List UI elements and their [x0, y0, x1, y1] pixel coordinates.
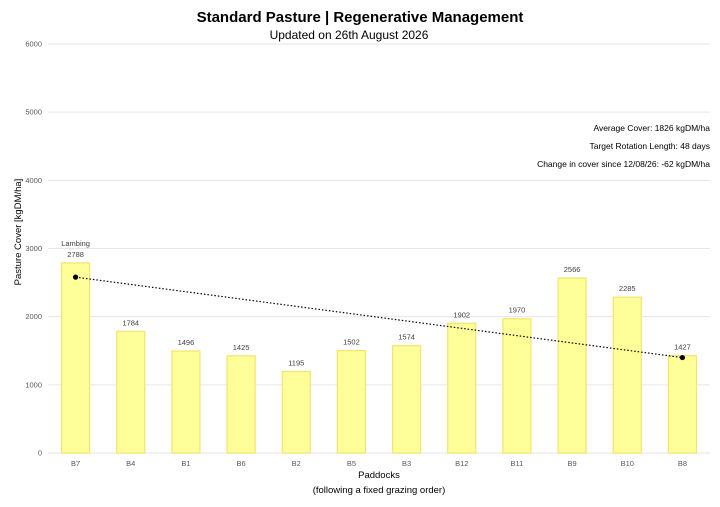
- x-tick-label: B2: [292, 459, 301, 468]
- bar-b6: [226, 355, 256, 454]
- chart-subtitle: Updated on 26th August 2026: [270, 28, 429, 42]
- trendline-end-point: [679, 354, 686, 361]
- y-tick-label: 5000: [25, 108, 42, 117]
- data-label: 1427: [674, 343, 691, 352]
- data-label: 1425: [233, 343, 250, 352]
- x-axis-ticks: B7 B4 B1 B6 B2 B5 B3 B12 B11 B9 B10 B8: [71, 459, 687, 468]
- bar-b10: [612, 296, 642, 454]
- y-tick-label: 6000: [25, 40, 42, 49]
- x-tick-label: B10: [621, 459, 634, 468]
- data-label: 1574: [398, 333, 415, 342]
- y-axis-label: Pasture Cover [kgDM/ha]: [13, 179, 24, 286]
- data-label: 2566: [564, 265, 581, 274]
- bar-b1: [171, 350, 201, 454]
- y-tick-label: 3000: [25, 244, 42, 253]
- data-label: 2285: [619, 284, 636, 293]
- bars: [60, 262, 698, 454]
- x-tick-label: B1: [181, 459, 190, 468]
- x-tick-label: B4: [126, 459, 135, 468]
- bar-b7: [60, 262, 91, 454]
- data-label: 2788: [67, 250, 84, 259]
- y-axis-ticks: 0 1000 2000 3000 4000 5000 6000: [25, 40, 42, 458]
- bar-b3: [391, 345, 422, 454]
- x-tick-label: B11: [511, 459, 524, 468]
- data-label: 1496: [178, 338, 195, 347]
- bar-b4: [116, 330, 146, 454]
- x-tick-label: B3: [402, 459, 411, 468]
- gridlines: [48, 43, 710, 454]
- annotation-label: Lambing: [61, 239, 90, 248]
- bar-b2: [281, 370, 311, 454]
- y-tick-label: 4000: [25, 176, 42, 185]
- x-tick-label: B7: [71, 459, 80, 468]
- y-tick-label: 1000: [25, 380, 42, 389]
- trendline: [72, 274, 686, 361]
- bar-b12: [447, 322, 477, 454]
- trendline-start-point: [72, 274, 79, 280]
- trendline-path: [75, 276, 683, 359]
- bar-b5: [336, 350, 367, 454]
- x-tick-label: B9: [567, 459, 576, 468]
- x-tick-label: B12: [455, 459, 468, 468]
- chart-title: Standard Pasture | Regenerative Manageme…: [197, 9, 524, 26]
- summary-stat: Change in cover since 12/08/26: -62 kgDM…: [537, 159, 710, 169]
- data-label: 1502: [343, 338, 360, 347]
- bar-b9: [557, 277, 587, 454]
- summary-stats: Average Cover: 1826 kgDM/ha Target Rotati…: [537, 123, 710, 169]
- bar-b8: [667, 355, 698, 454]
- y-tick-label: 2000: [25, 312, 42, 321]
- x-tick-label: B8: [678, 459, 687, 468]
- x-axis-label: Paddocks: [358, 470, 400, 481]
- bar-b11: [502, 318, 532, 454]
- data-label: 1902: [453, 310, 470, 319]
- data-labels: 2788 1784 1496 1425 1195 1502 1574 1902 1970 2566…: [61, 239, 691, 368]
- x-tick-label: B6: [236, 459, 245, 468]
- data-label: 1195: [288, 359, 304, 368]
- x-tick-label: B5: [347, 459, 356, 468]
- summary-stat: Target Rotation Length: 48 days: [590, 141, 711, 151]
- y-tick-label: 0: [38, 449, 42, 458]
- summary-stat: Average Cover: 1826 kgDM/ha: [593, 123, 710, 133]
- data-label: 1970: [509, 306, 526, 315]
- data-label: 1784: [122, 318, 139, 327]
- x-axis-sublabel: (following a fixed grazing order): [313, 485, 446, 496]
